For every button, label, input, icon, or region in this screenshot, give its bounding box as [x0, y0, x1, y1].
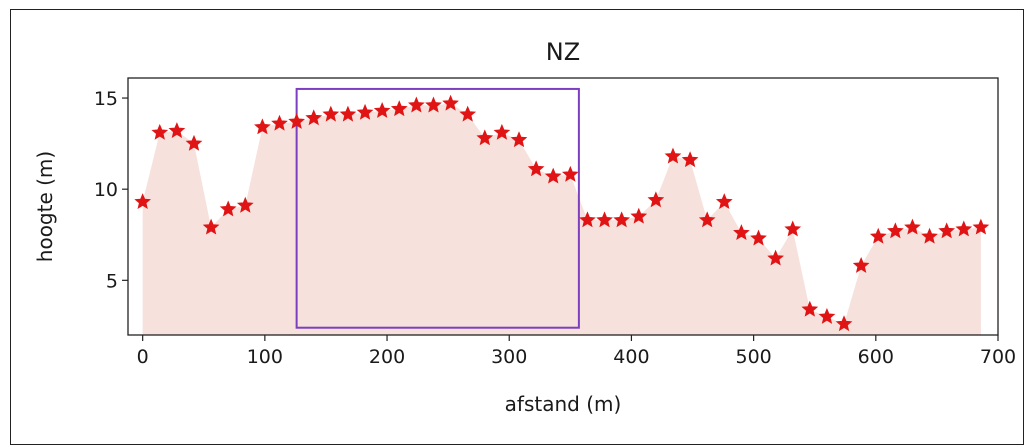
data-point: [527, 160, 545, 177]
y-tick-label: 15: [94, 88, 118, 110]
data-point: [852, 256, 870, 273]
data-point: [596, 211, 613, 228]
data-point: [938, 222, 956, 239]
data-point: [185, 134, 203, 151]
data-point: [254, 118, 271, 135]
x-tick-label: 500: [735, 346, 771, 368]
data-point: [561, 165, 579, 182]
data-point: [236, 196, 254, 213]
data-point: [476, 129, 494, 146]
data-point: [425, 96, 442, 113]
x-tick-label: 300: [491, 346, 527, 368]
data-point: [613, 211, 631, 228]
y-tick-label: 10: [94, 179, 118, 201]
data-point: [715, 193, 733, 210]
data-point: [664, 147, 682, 164]
data-point: [356, 103, 374, 120]
chart-title: NZ: [546, 38, 580, 66]
highlight-layer: [295, 87, 580, 329]
x-tick-label: 200: [369, 346, 405, 368]
data-point: [544, 167, 562, 184]
data-point: [698, 211, 716, 228]
data-point: [510, 131, 528, 148]
data-point: [168, 122, 186, 138]
data-point: [647, 191, 665, 208]
x-tick-label: 400: [613, 346, 649, 368]
data-point: [955, 220, 973, 237]
data-point: [681, 151, 699, 168]
data-point: [630, 207, 648, 224]
data-point: [442, 94, 459, 111]
x-tick-label: 100: [247, 346, 283, 368]
data-point: [767, 249, 784, 266]
area-layer: [142, 103, 981, 335]
data-point: [750, 229, 767, 246]
data-point: [373, 102, 391, 118]
data-point: [151, 123, 169, 140]
data-point: [339, 105, 357, 122]
data-point: [921, 227, 938, 244]
x-tick-label: 700: [980, 346, 1016, 368]
plot-frame: [127, 77, 999, 336]
highlight-box: [295, 87, 580, 329]
data-point: [784, 220, 802, 237]
data-point: [818, 307, 836, 324]
data-point: [288, 112, 305, 129]
data-point: [733, 224, 750, 241]
data-point: [390, 100, 408, 117]
data-point: [835, 315, 853, 332]
axes-layer: 0 100 200 300 400 500 600 700 5 10 15: [94, 77, 1016, 368]
x-tick-label: 0: [137, 346, 149, 368]
data-point: [271, 114, 288, 131]
x-axis-label: afstand (m): [505, 392, 622, 416]
data-point: [459, 105, 477, 122]
data-point: [869, 227, 887, 244]
data-point: [904, 218, 921, 235]
data-point: [579, 211, 596, 228]
elevation-area: [142, 103, 981, 335]
data-point: [801, 300, 819, 317]
x-tick-label: 600: [858, 346, 894, 368]
figure-frame: [10, 9, 1024, 445]
data-point: [305, 109, 323, 126]
data-point: [219, 200, 237, 217]
data-point: [493, 123, 511, 140]
data-point: [202, 218, 220, 235]
data-point: [972, 218, 990, 235]
data-point: [134, 193, 152, 210]
marker-layer: [134, 94, 990, 332]
y-axis-label: hoogte (m): [33, 151, 57, 262]
y-tick-label: 5: [106, 270, 118, 292]
data-point: [887, 222, 904, 239]
data-point: [322, 105, 340, 122]
data-point: [408, 96, 425, 113]
